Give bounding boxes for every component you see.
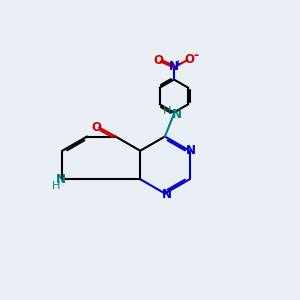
Text: -: - [193, 49, 198, 62]
Text: O: O [185, 53, 195, 66]
Text: N: N [169, 60, 179, 74]
Text: N: N [186, 144, 196, 157]
Text: N: N [56, 173, 66, 186]
Text: N: N [172, 107, 182, 121]
Text: H: H [52, 181, 60, 191]
Text: O: O [91, 121, 101, 134]
Text: O: O [153, 54, 163, 68]
Text: H: H [163, 106, 172, 116]
Text: N: N [161, 188, 171, 201]
Text: +: + [174, 59, 181, 68]
